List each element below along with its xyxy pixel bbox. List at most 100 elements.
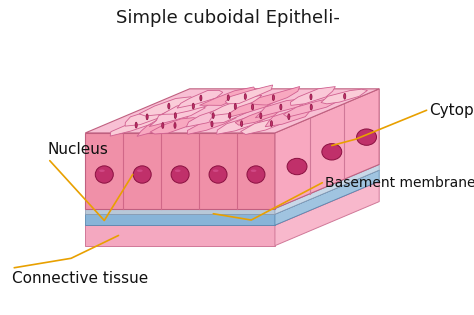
Ellipse shape [213,169,219,172]
Ellipse shape [228,111,232,118]
Ellipse shape [344,93,346,99]
Ellipse shape [273,95,274,100]
Ellipse shape [322,144,342,160]
Polygon shape [275,181,379,246]
Ellipse shape [171,166,189,183]
Ellipse shape [173,121,177,128]
Ellipse shape [287,112,291,120]
Polygon shape [265,108,310,127]
Ellipse shape [251,102,255,110]
Ellipse shape [133,166,151,183]
Ellipse shape [146,112,149,120]
Ellipse shape [135,122,137,128]
Polygon shape [228,99,276,117]
Ellipse shape [310,104,312,110]
Ellipse shape [167,101,171,109]
Ellipse shape [272,93,275,100]
Ellipse shape [211,111,215,118]
Ellipse shape [240,121,243,127]
Ellipse shape [174,123,176,128]
Ellipse shape [247,166,265,183]
Ellipse shape [209,166,227,183]
Ellipse shape [191,101,195,109]
Ellipse shape [310,102,313,110]
Polygon shape [137,114,190,136]
Polygon shape [235,106,285,125]
Ellipse shape [137,169,143,172]
Polygon shape [225,85,273,104]
Ellipse shape [229,112,231,118]
Ellipse shape [135,120,138,128]
Ellipse shape [356,129,376,145]
Ellipse shape [174,111,177,118]
Ellipse shape [234,101,237,109]
Polygon shape [186,106,242,127]
Ellipse shape [161,121,165,129]
Polygon shape [162,98,213,114]
Polygon shape [200,87,255,106]
Text: Simple cuboidal Epitheli-: Simple cuboidal Epitheli- [116,9,339,27]
Polygon shape [85,181,379,225]
Text: Cytoplasm: Cytoplasm [429,103,474,118]
Polygon shape [85,170,379,214]
Ellipse shape [288,114,290,120]
Ellipse shape [227,95,229,101]
Ellipse shape [146,114,148,120]
Text: Nucleus: Nucleus [47,142,108,158]
Ellipse shape [234,104,237,109]
Ellipse shape [227,93,230,101]
Ellipse shape [244,94,246,100]
Ellipse shape [259,111,263,119]
Ellipse shape [260,113,262,119]
Ellipse shape [280,104,282,110]
Polygon shape [85,89,379,133]
Ellipse shape [270,121,273,127]
Ellipse shape [240,119,244,127]
Ellipse shape [279,102,283,110]
Ellipse shape [175,169,181,172]
Polygon shape [149,106,205,127]
Ellipse shape [199,93,203,101]
Ellipse shape [168,103,170,109]
Polygon shape [241,114,294,135]
Polygon shape [85,133,275,209]
Polygon shape [283,97,342,117]
Ellipse shape [244,92,247,100]
Text: Connective tissue: Connective tissue [12,271,148,286]
Polygon shape [177,90,223,108]
Polygon shape [275,89,379,209]
Ellipse shape [343,91,346,99]
Ellipse shape [192,103,194,109]
Ellipse shape [310,94,312,100]
Ellipse shape [287,158,307,175]
Ellipse shape [99,169,105,172]
Polygon shape [275,164,379,214]
Polygon shape [217,116,269,134]
Ellipse shape [251,169,256,172]
Ellipse shape [252,104,254,110]
Polygon shape [321,89,367,104]
Polygon shape [255,99,312,118]
Ellipse shape [211,121,213,127]
Polygon shape [85,164,379,209]
Polygon shape [210,106,255,123]
Polygon shape [139,97,192,116]
Polygon shape [291,87,336,106]
Ellipse shape [162,123,164,129]
Polygon shape [210,95,262,115]
Polygon shape [85,214,275,225]
Ellipse shape [200,95,202,101]
Polygon shape [110,118,158,136]
Polygon shape [85,209,275,214]
Text: Basement membrane: Basement membrane [325,176,474,190]
Polygon shape [275,170,379,225]
Ellipse shape [174,113,176,118]
Polygon shape [188,116,237,134]
Ellipse shape [270,119,273,127]
Polygon shape [251,87,300,105]
Ellipse shape [95,166,113,183]
Ellipse shape [310,92,313,100]
Polygon shape [150,117,200,134]
Ellipse shape [210,119,214,127]
Ellipse shape [212,113,214,118]
